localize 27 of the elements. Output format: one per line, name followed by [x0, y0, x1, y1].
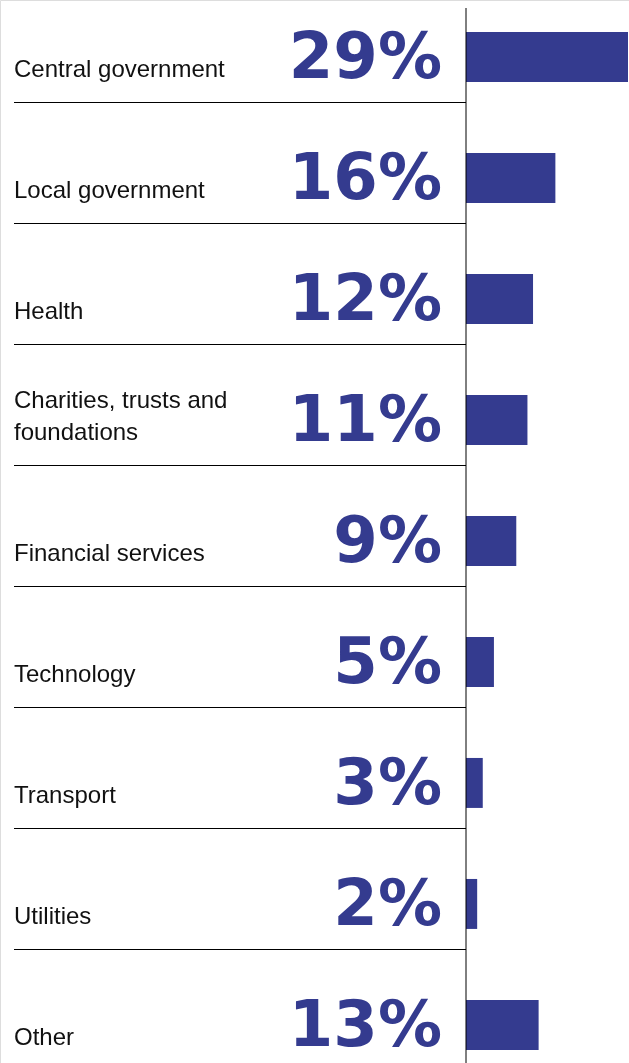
- data-label: 16%: [288, 139, 442, 214]
- bar: [466, 31, 628, 82]
- bar: [466, 999, 539, 1050]
- bar: [466, 878, 478, 929]
- y-tick-label: Local government: [14, 175, 206, 203]
- y-tick-label: Transport: [14, 780, 117, 808]
- data-label: 5%: [333, 623, 442, 698]
- bar: [466, 152, 556, 203]
- data-label: 13%: [288, 986, 442, 1061]
- data-label: 12%: [288, 260, 442, 335]
- y-tick-label: Other: [14, 1022, 75, 1050]
- bar: [466, 757, 483, 808]
- data-label: 3%: [333, 744, 442, 819]
- y-tick-label: Financial services: [14, 538, 205, 566]
- data-label: 29%: [288, 18, 442, 93]
- y-tick-label: Central government: [14, 54, 226, 82]
- bar: [466, 273, 534, 324]
- bar: [466, 636, 494, 687]
- data-label: 9%: [333, 502, 442, 577]
- bar: [466, 394, 528, 445]
- y-tick-label: Charities, trusts and foundations: [14, 385, 228, 445]
- y-tick-label: Technology: [14, 659, 136, 687]
- data-label: 11%: [288, 381, 442, 456]
- bar: [466, 515, 517, 566]
- y-tick-label: Utilities: [14, 901, 92, 929]
- data-label: 2%: [333, 865, 442, 940]
- y-tick-label: Health: [14, 296, 84, 324]
